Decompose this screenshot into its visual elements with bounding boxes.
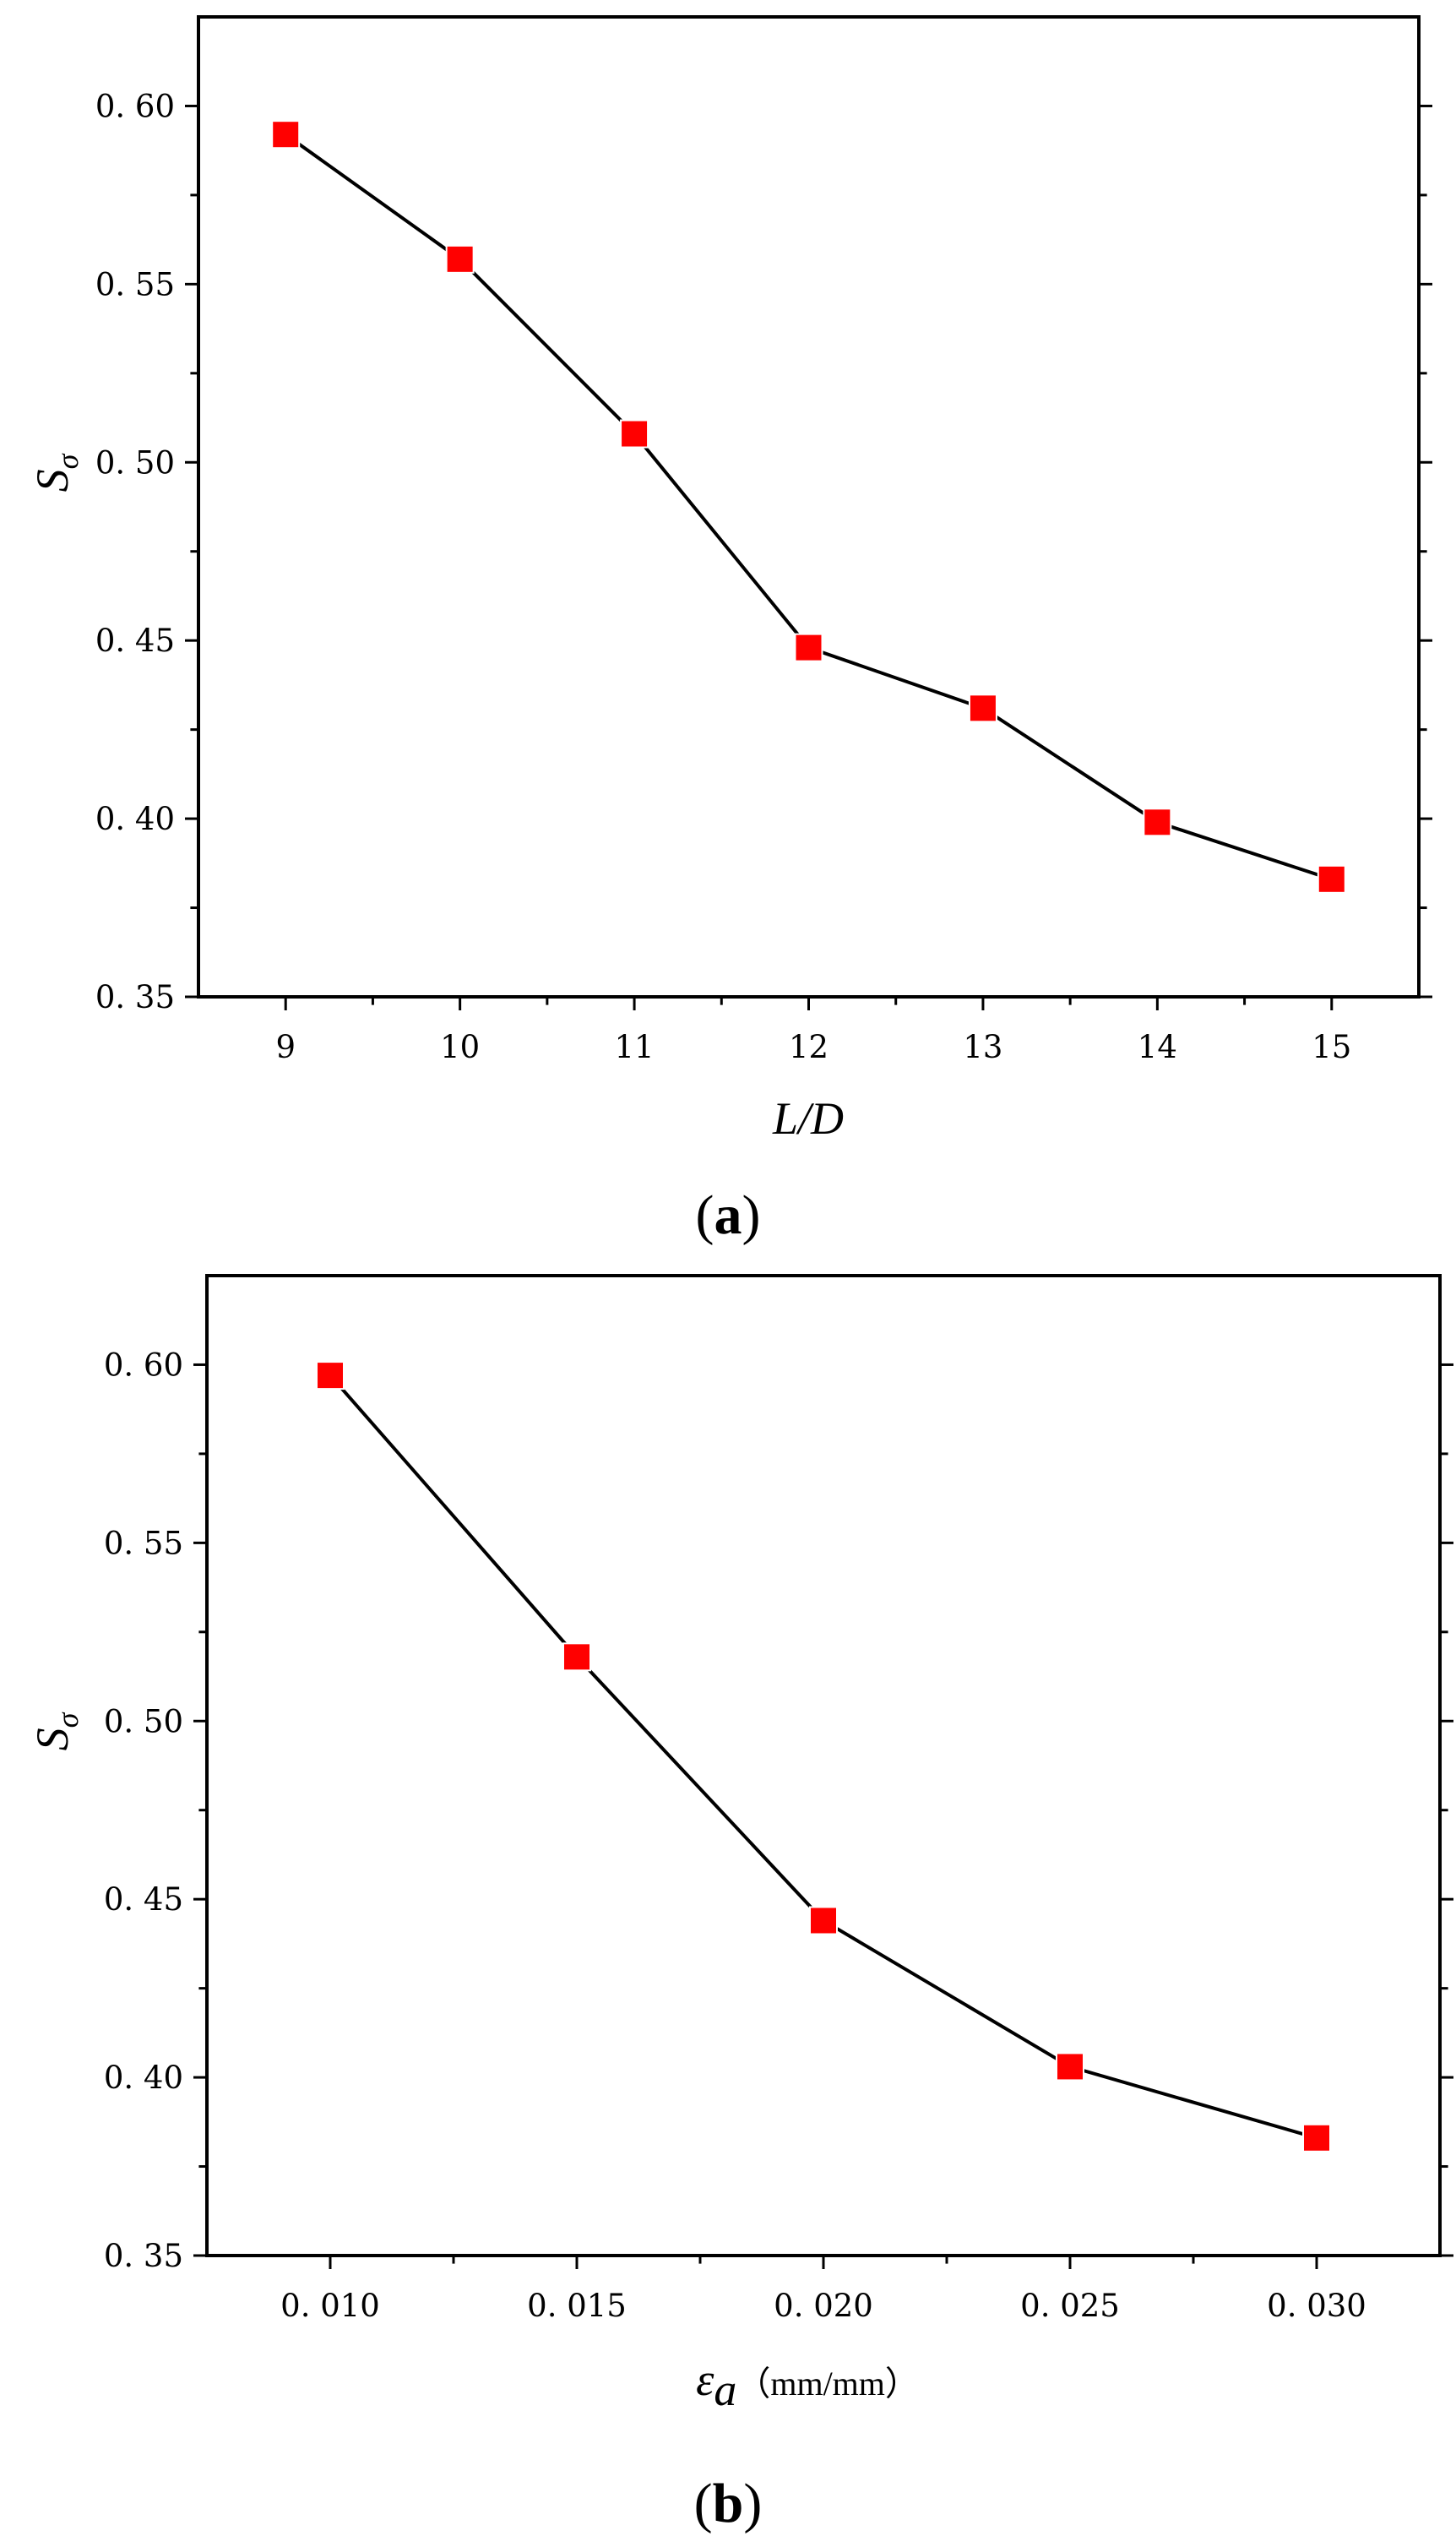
chart-a-y-tick-label: 0. 40 [95,801,175,837]
chart-b-y-tick-label: 0. 60 [104,1347,183,1383]
chart-a: 9 10 11 12 13 14 15 0. 350. 400. 450. 500. 550… [27,15,1432,1246]
chart-b-y-axis-title: Sσ [27,1712,84,1750]
chart-b-panel-label: (b) [694,2473,763,2534]
chart-b-data-point [1056,2052,1084,2082]
chart-a-plot-frame [197,15,1421,999]
chart-a-y-ticks: 0. 35 0. 40 0. 45 0. 50 0. 55 0. 60 [95,88,1432,1015]
chart-a-x-tick-label: 9 [275,1029,296,1065]
chart-b-data-point [1302,2123,1331,2152]
chart-a-x-tick-label: 15 [1312,1029,1351,1065]
chart-b-x-tick-label: 0. 020 [774,2288,873,2324]
chart-b-x-axis-title: εa（mm/mm） [696,2354,919,2415]
chart-b-series-polyline [329,1374,1317,2140]
chart-a-y-tick-label: 0. 55 [95,266,175,302]
chart-a-data-point [1143,808,1172,837]
chart-a-markers [271,120,1346,894]
chart-a-x-tick-label: 12 [789,1029,829,1065]
chart-a-x-tick-label: 11 [615,1029,655,1065]
chart-b-x-ticks: 0. 010 0. 015 0. 020 0. 025 0. 030 [280,2256,1366,2324]
chart-b-data-point [562,1642,591,1672]
chart-b-y-tick-label: 0. 45 [104,1881,183,1918]
chart-a-data-point [271,120,301,150]
chart-b-data-point [316,1361,345,1391]
chart-b-x-tick-label: 0. 015 [527,2288,627,2324]
chart-a-data-point [445,244,475,274]
chart-b-x-tick-label: 0. 030 [1267,2288,1366,2324]
chart-a-x-tick-label: 10 [440,1029,480,1065]
chart-a-y-axis-title: Sσ [27,453,84,492]
chart-b-data-point [809,1906,838,1935]
chart-b-x-tick-label: 0. 010 [280,2288,380,2324]
chart-a-y-tick-label: 0. 50 [95,444,175,481]
chart-b-y-ticks: 0. 35 0. 40 0. 45 0. 50 0. 55 0. 60 [104,1347,1453,2274]
chart-a-data-point [1317,864,1346,894]
chart-a-series-polyline [285,133,1333,881]
chart-a-data-point [620,419,649,449]
chart-b-series-line [329,1374,1317,2140]
chart-a-y-tick-label: 0. 45 [95,623,175,659]
chart-b-y-tick-label: 0. 35 [104,2238,183,2274]
chart-a-series-line [285,133,1333,881]
chart-b-y-tick-label: 0. 55 [104,1525,183,1561]
chart-b-y-tick-label: 0. 40 [104,2060,183,2096]
chart-b: 0. 010 0. 015 0. 020 0. 025 0. 030 0. 35 0. 4… [27,1274,1453,2534]
chart-a-panel-label: (a) [696,1184,761,1246]
chart-a-x-tick-label: 13 [963,1029,1002,1065]
chart-b-markers [316,1361,1331,2152]
chart-b-y-tick-label: 0. 50 [104,1703,183,1739]
chart-b-x-tick-label: 0. 025 [1020,2288,1120,2324]
chart-a-data-point [794,633,823,662]
chart-a-y-tick-label: 0. 60 [95,88,175,124]
chart-a-x-tick-label: 14 [1138,1029,1177,1065]
chart-a-x-axis-title: L/D [772,1093,844,1144]
chart-b-plot-frame [205,1274,1442,2257]
chart-a-x-ticks: 9 10 11 12 13 14 15 [275,997,1351,1065]
chart-a-data-point [968,694,997,723]
chart-a-y-tick-label: 0. 35 [95,979,175,1015]
